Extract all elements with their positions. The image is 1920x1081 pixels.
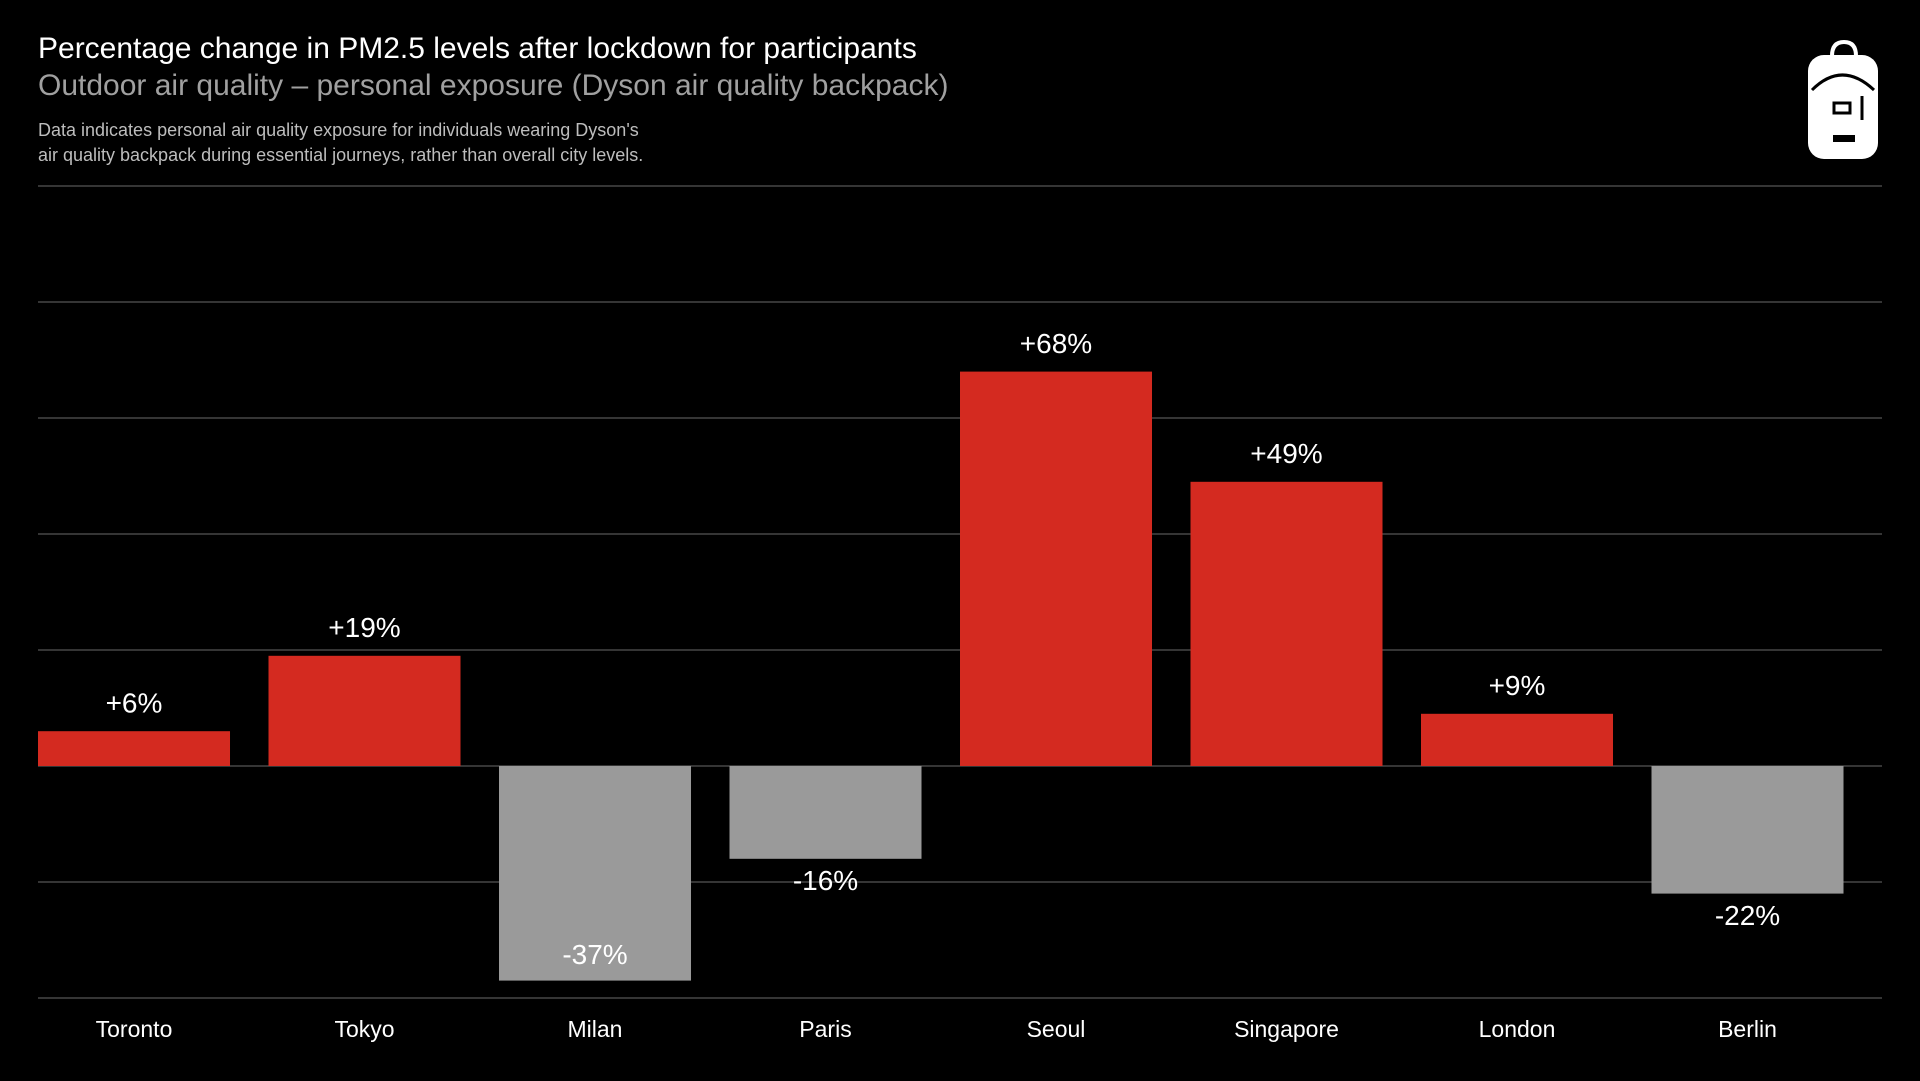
value-label: -16% [793, 865, 858, 896]
value-label: +6% [106, 688, 163, 719]
value-label: -37% [562, 939, 627, 970]
x-tick-label: Paris [799, 1016, 851, 1042]
bar [38, 731, 231, 766]
x-tick-label: Tokyo [334, 1016, 394, 1042]
bar [1651, 766, 1844, 894]
value-label: +49% [1250, 438, 1322, 469]
value-label: +9% [1489, 670, 1546, 701]
value-label: +19% [328, 612, 400, 643]
bar [268, 655, 461, 766]
bar [729, 766, 922, 859]
bar [960, 371, 1153, 766]
x-tick-label: Singapore [1234, 1016, 1339, 1042]
bar [1421, 713, 1614, 766]
note-line: Data indicates personal air quality expo… [38, 120, 639, 140]
value-label: +68% [1020, 328, 1092, 359]
x-tick-label: Seoul [1027, 1016, 1086, 1042]
x-tick-label: Berlin [1718, 1016, 1777, 1042]
value-label: -22% [1715, 900, 1780, 931]
note-line: air quality backpack during essential jo… [38, 145, 643, 165]
bar [1190, 481, 1383, 766]
chart-title: Percentage change in PM2.5 levels after … [38, 32, 917, 65]
x-tick-label: London [1479, 1016, 1556, 1042]
backpack-icon [1808, 39, 1878, 159]
x-tick-label: Toronto [96, 1016, 173, 1042]
chart-subtitle: Outdoor air quality – personal exposure … [38, 69, 948, 102]
bar [499, 766, 692, 981]
x-tick-label: Milan [568, 1016, 623, 1042]
